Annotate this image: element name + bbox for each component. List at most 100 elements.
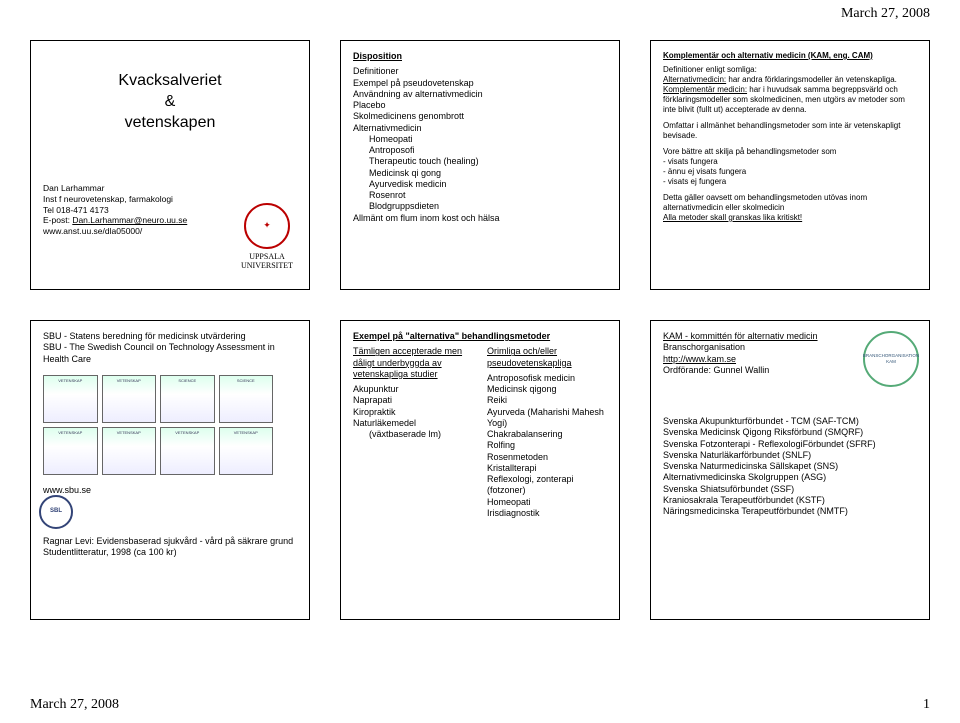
cover-icon: VETENSKAP bbox=[102, 427, 157, 475]
sbl-icon: SBL bbox=[39, 495, 73, 529]
cover-thumbnails: VETENSKAP VETENSKAP SCIENCE SCIENCE VETE… bbox=[43, 375, 273, 475]
s4-l1: SBU - Statens beredning för medicinsk ut… bbox=[43, 331, 297, 342]
s5-colA-i4: Naturläkemedel bbox=[353, 418, 473, 429]
slide1-title: Kvacksalveriet & vetenskapen bbox=[43, 71, 297, 133]
header-date: March 27, 2008 bbox=[841, 6, 930, 22]
s2-l6: Alternativmedicin bbox=[353, 123, 607, 134]
uni-l2: UNIVERSITET bbox=[241, 262, 293, 271]
s3-p3: Vore bättre att skilja på behandlingsmet… bbox=[663, 147, 917, 187]
slide5-heading: Exempel på "alternativa" behandlingsmeto… bbox=[353, 331, 607, 342]
author-email: Dan.Larhammar@neuro.uu.se bbox=[72, 215, 187, 225]
s6-m5: Svenska Naturmedicinska Sällskapet (SNS) bbox=[663, 461, 917, 472]
s5-colB-i11: Irisdiagnostik bbox=[487, 508, 607, 519]
slide2-heading: Disposition bbox=[353, 51, 607, 62]
slide1-title-l3: vetenskapen bbox=[43, 113, 297, 134]
s3-p3a: Vore bättre att skilja på behandlingsmet… bbox=[663, 147, 917, 157]
s5-colB-i3: Reiki bbox=[487, 395, 607, 406]
cover-icon: SCIENCE bbox=[219, 375, 274, 423]
s4-ref2: Studentlitteratur, 1998 (ca 100 kr) bbox=[43, 547, 297, 558]
cover-icon: VETENSKAP bbox=[43, 427, 98, 475]
s6-m9: Näringsmedicinska Terapeutförbundet (NMT… bbox=[663, 506, 917, 517]
s5-colB-i9: Reflexologi, zonterapi (fotzoner) bbox=[487, 474, 607, 497]
s5-colB-i5: Chakrabalansering bbox=[487, 429, 607, 440]
uppsala-logo: ✦ UPPSALA UNIVERSITET bbox=[241, 203, 293, 271]
s5-colB-i6: Rolfing bbox=[487, 440, 607, 451]
s6-m1: Svenska Akupunkturförbundet - TCM (SAF-T… bbox=[663, 416, 917, 427]
s2-l6g: Blodgruppsdieten bbox=[369, 201, 607, 212]
s5-colA-i2: Naprapati bbox=[353, 395, 473, 406]
author-name: Dan Larhammar bbox=[43, 183, 297, 194]
s2-l6b: Antroposofi bbox=[369, 145, 607, 156]
s2-l6e: Ayurvedisk medicin bbox=[369, 179, 607, 190]
s3-p1b-row: Alternativmedicin: har andra förklarings… bbox=[663, 75, 917, 85]
s2-l3: Användning av alternativmedicin bbox=[353, 89, 607, 100]
s4-url: www.sbu.se bbox=[43, 485, 297, 496]
s2-l5: Skolmedicinens genombrott bbox=[353, 111, 607, 122]
s5-colB-i4: Ayurveda (Maharishi Mahesh Yogi) bbox=[487, 407, 607, 430]
s3-p1c-u: Komplementär medicin: bbox=[663, 85, 747, 94]
footer-date: March 27, 2008 bbox=[30, 697, 119, 713]
s3-p2: Omfattar i allmänhet behandlingsmetoder … bbox=[663, 121, 917, 141]
slide-4: SBU - Statens beredning för medicinsk ut… bbox=[30, 320, 310, 620]
s2-l7: Allmänt om flum inom kost och hälsa bbox=[353, 213, 607, 224]
s5-colB-i2: Medicinsk qigong bbox=[487, 384, 607, 395]
s5-colB-i8: Kristallterapi bbox=[487, 463, 607, 474]
s6-m7: Svenska Shiatsuförbundet (SSF) bbox=[663, 484, 917, 495]
s3-p3b: - visats fungera bbox=[663, 157, 917, 167]
author-email-label: E-post: bbox=[43, 215, 70, 225]
s2-l6c: Therapeutic touch (healing) bbox=[369, 156, 607, 167]
s6-m8: Kraniosakrala Terapeutförbundet (KSTF) bbox=[663, 495, 917, 506]
s5-colA-h1: Tämligen accepterade men bbox=[353, 346, 473, 357]
s5-colA-h3: vetenskapliga studier bbox=[353, 369, 473, 380]
s2-l4: Placebo bbox=[353, 100, 607, 111]
s5-colB-i7: Rosenmetoden bbox=[487, 452, 607, 463]
slide-2: Disposition Definitioner Exempel på pseu… bbox=[340, 40, 620, 290]
s4-l2: SBU - The Swedish Council on Technology … bbox=[43, 342, 297, 365]
footer-pagenum: 1 bbox=[923, 697, 930, 713]
s2-l2: Exempel på pseudovetenskap bbox=[353, 78, 607, 89]
s3-p1: Definitioner enligt somliga: Alternativm… bbox=[663, 65, 917, 115]
s5-colA-i3: Kiropraktik bbox=[353, 407, 473, 418]
slide1-title-l2: & bbox=[43, 92, 297, 113]
cover-icon: VETENSKAP bbox=[160, 427, 215, 475]
cover-icon: SCIENCE bbox=[160, 375, 215, 423]
slide-grid: Kvacksalveriet & vetenskapen Dan Larhamm… bbox=[30, 40, 930, 620]
s3-p1c-row: Komplementär medicin: har i huvudsak sam… bbox=[663, 85, 917, 115]
s5-colB-i10: Homeopati bbox=[487, 497, 607, 508]
s2-l6d: Medicinsk qi gong bbox=[369, 168, 607, 179]
s6-m2: Svenska Medicinsk Qigong Riksförbund (SM… bbox=[663, 427, 917, 438]
s3-p4: Detta gäller oavsett om behandlingsmetod… bbox=[663, 193, 917, 223]
slide-6: BRANSCHORGANISATION KAM KAM - kommittén … bbox=[650, 320, 930, 620]
s5-colA-h2: dåligt underbyggda av bbox=[353, 358, 473, 369]
s6-m6: Alternativmedicinska Skolgruppen (ASG) bbox=[663, 472, 917, 483]
slide-3: Komplementär och alternativ medicin (KAM… bbox=[650, 40, 930, 290]
s3-p1b: har andra förklaringsmodeller än vetensk… bbox=[726, 75, 897, 84]
slide3-heading: Komplementär och alternativ medicin (KAM… bbox=[663, 51, 917, 61]
s3-p3c: - ännu ej visats fungera bbox=[663, 167, 917, 177]
slide-1: Kvacksalveriet & vetenskapen Dan Larhamm… bbox=[30, 40, 310, 290]
s3-p4a: Detta gäller oavsett om behandlingsmetod… bbox=[663, 193, 917, 213]
s6-m4: Svenska Naturläkarförbundet (SNLF) bbox=[663, 450, 917, 461]
s2-l6f: Rosenrot bbox=[369, 190, 607, 201]
s2-l1: Definitioner bbox=[353, 66, 607, 77]
s3-p3d: - visats ej fungera bbox=[663, 177, 917, 187]
cover-icon: VETENSKAP bbox=[102, 375, 157, 423]
s3-p1a: Definitioner enligt somliga: bbox=[663, 65, 917, 75]
s5-colA-i4b: (växtbaserade lm) bbox=[369, 429, 473, 440]
s3-p1b-u: Alternativmedicin: bbox=[663, 75, 726, 84]
cover-icon: VETENSKAP bbox=[219, 427, 274, 475]
slide1-title-l1: Kvacksalveriet bbox=[43, 71, 297, 92]
slide-5: Exempel på "alternativa" behandlingsmeto… bbox=[340, 320, 620, 620]
s6-m3: Svenska Fotzonterapi - ReflexologiFörbun… bbox=[663, 439, 917, 450]
s5-colA: Tämligen accepterade men dåligt underbyg… bbox=[353, 346, 473, 519]
s3-p4b: Alla metoder skall granskas lika kritisk… bbox=[663, 213, 917, 223]
uppsala-seal-icon: ✦ bbox=[244, 203, 290, 249]
s2-l6a: Homeopati bbox=[369, 134, 607, 145]
s5-columns: Tämligen accepterade men dåligt underbyg… bbox=[353, 346, 607, 519]
s5-colA-i1: Akupunktur bbox=[353, 384, 473, 395]
s5-colB-h: Orimliga och/eller pseudovetenskapliga bbox=[487, 346, 607, 369]
s5-colB: Orimliga och/eller pseudovetenskapliga A… bbox=[487, 346, 607, 519]
kam-seal-icon: BRANSCHORGANISATION KAM bbox=[863, 331, 919, 387]
cover-icon: VETENSKAP bbox=[43, 375, 98, 423]
s5-colB-i1: Antroposofisk medicin bbox=[487, 373, 607, 384]
